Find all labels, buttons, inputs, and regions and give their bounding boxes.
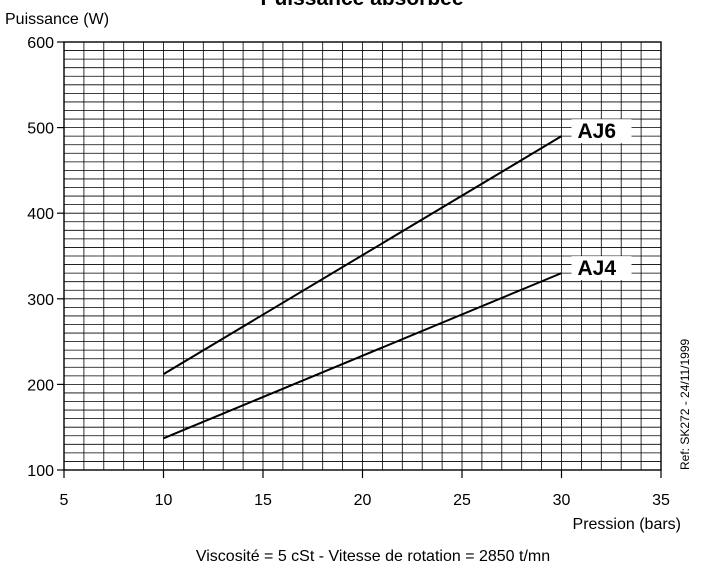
x-tick-labels: 5 10 15 20 25 30 35	[60, 492, 670, 509]
series-lines	[162, 135, 563, 440]
x-tick-label: 5	[60, 492, 69, 509]
series-line-aj6	[162, 135, 563, 375]
y-tick-label: 200	[27, 377, 54, 394]
y-tick-labels: 100 200 300 400 500 600	[27, 35, 54, 480]
y-tick-label: 600	[27, 35, 54, 52]
x-tick-label: 10	[155, 492, 173, 509]
y-axis-title: Puissance (W)	[5, 11, 109, 28]
series-label-aj6: AJ6	[578, 120, 617, 143]
chart-title: Puissance absorbée	[260, 0, 463, 10]
x-tick-label: 20	[354, 492, 372, 509]
series-label-aj4: AJ4	[578, 257, 617, 280]
axes	[57, 41, 662, 478]
grid	[64, 42, 661, 470]
x-axis-title: Pression (bars)	[573, 516, 681, 533]
series-line-aj4	[163, 272, 562, 440]
series-labels: AJ6 AJ4	[571, 119, 632, 281]
x-tick-label: 30	[553, 492, 571, 509]
conditions-note: Viscosité = 5 cSt - Vitesse de rotation …	[196, 548, 550, 565]
x-tick-label: 25	[453, 492, 471, 509]
y-tick-label: 400	[27, 206, 54, 223]
series-label-background	[571, 119, 632, 144]
y-tick-label: 300	[27, 292, 54, 309]
reference-note: Ref: SK272 - 24/11/1999	[678, 338, 692, 470]
y-tick-label: 100	[27, 463, 54, 480]
x-tick-label: 15	[254, 492, 272, 509]
x-tick-label: 35	[652, 492, 670, 509]
series-label-background	[571, 256, 632, 281]
y-tick-label: 500	[27, 121, 54, 138]
